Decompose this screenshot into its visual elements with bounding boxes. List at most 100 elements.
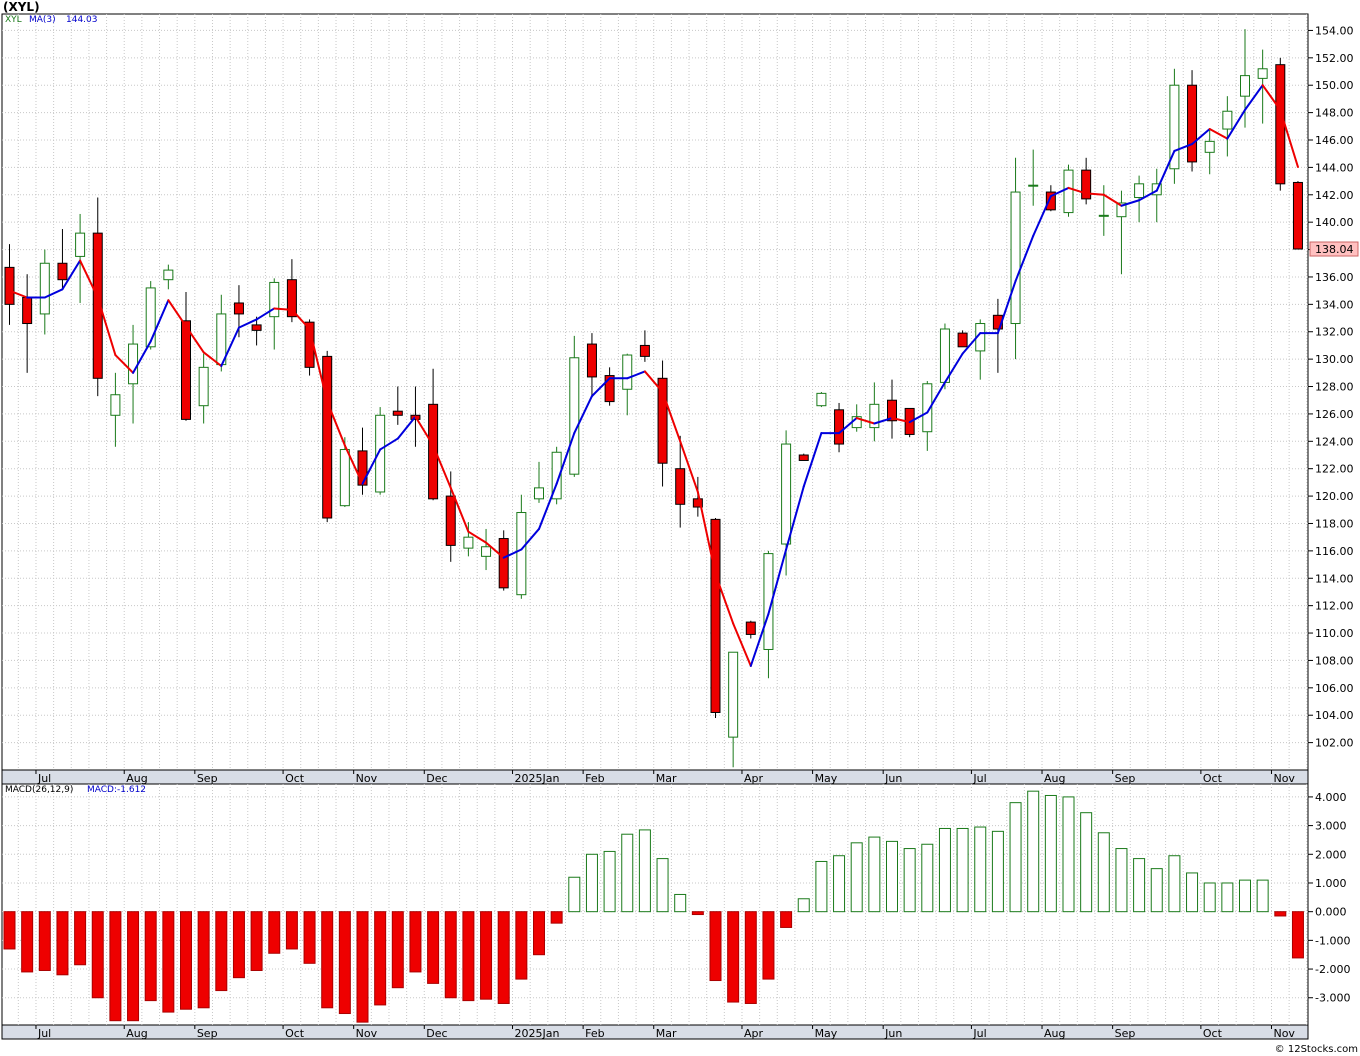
ma-line-segment (1155, 149, 1176, 192)
macd-x-tick-label: Feb (585, 1027, 604, 1040)
macd-bar (480, 911, 493, 1000)
price-x-tick-label: Jul (972, 772, 986, 785)
ma-line-segment (1102, 193, 1123, 207)
macd-bar (515, 911, 528, 980)
candle-body (1028, 184, 1039, 187)
macd-bar (285, 911, 298, 950)
candle-body (286, 279, 297, 318)
macd-bar (1239, 879, 1251, 913)
macd-bar (1044, 794, 1057, 913)
macd-bar (1115, 848, 1128, 913)
candle-body (92, 232, 103, 379)
candle-body (233, 302, 244, 315)
candle-body (781, 443, 792, 545)
candle-body (22, 297, 33, 325)
price-y-tick-label: 142.00 (1315, 189, 1354, 202)
macd-bar (497, 911, 510, 1004)
ma-line-segment (308, 328, 329, 403)
ma-line-segment (467, 530, 488, 544)
ma-line-segment (273, 307, 293, 311)
macd-bar (974, 826, 987, 913)
macd-bar (109, 911, 122, 1022)
ma-line-segment (626, 370, 646, 380)
ma-line-segment (1244, 84, 1264, 111)
candle-body (728, 651, 739, 738)
price-x-tick-label: Sep (197, 772, 218, 785)
macd-x-tick-label: Nov (1273, 1027, 1295, 1040)
macd-bar (268, 911, 281, 954)
price-y-tick-label: 154.00 (1315, 24, 1354, 37)
macd-bar (568, 876, 581, 913)
macd-bar (1186, 872, 1199, 913)
macd-x-axis-band (1, 1024, 1309, 1040)
macd-bar (321, 911, 334, 1009)
candle-body (516, 512, 527, 596)
candle-body (75, 232, 86, 257)
candle-body (569, 357, 580, 475)
ma-line-segment (132, 340, 152, 374)
price-y-tick-label: 108.00 (1315, 654, 1354, 667)
price-panel (1, 13, 1309, 771)
macd-bar (727, 911, 740, 1003)
price-y-tick-label: 128.00 (1315, 381, 1354, 394)
price-y-tick-label: 118.00 (1315, 517, 1354, 530)
macd-bar (74, 911, 87, 966)
ma-line-segment (943, 352, 964, 384)
candle-body (1063, 169, 1074, 214)
ma-line-segment (1208, 128, 1229, 140)
chart-title: (XYL) (3, 0, 40, 14)
ma-line-segment (96, 296, 117, 357)
macd-bar (144, 911, 157, 1002)
candle-body (357, 450, 368, 486)
symbol-label: XYL (5, 15, 22, 25)
candle-body (586, 343, 597, 378)
macd-bar (868, 836, 881, 913)
ma-line-segment (449, 486, 470, 533)
macd-bar (533, 911, 545, 956)
candle-body (428, 403, 439, 500)
macd-bar (444, 911, 457, 999)
macd-x-tick-label: May (815, 1027, 838, 1040)
price-x-tick-label: Aug (126, 772, 147, 785)
candle-body (1045, 191, 1056, 211)
macd-bar (656, 858, 669, 913)
macd-x-tick-label: Aug (126, 1027, 147, 1040)
ma-value: 144.03 (66, 15, 98, 25)
macd-bar (409, 911, 422, 973)
candle-body (463, 536, 474, 549)
candle-body (710, 518, 721, 713)
ma-line-segment (185, 325, 205, 354)
macd-bar (56, 911, 69, 976)
price-y-tick-label: 136.00 (1315, 271, 1354, 284)
candle-body (692, 498, 703, 508)
macd-bar (338, 911, 351, 1015)
macd-bar (1080, 812, 1093, 913)
price-y-tick-label: 140.00 (1315, 216, 1354, 229)
ma-line-segment (290, 308, 311, 330)
price-y-tick-label: 106.00 (1315, 682, 1354, 695)
ma-line-segment (643, 370, 664, 393)
macd-x-tick-label: Jun (884, 1027, 902, 1040)
candle-body (1098, 214, 1109, 217)
macd-x-tick-label: Aug (1044, 1027, 1065, 1040)
candle-body (1292, 181, 1303, 250)
ma-line-segment (767, 548, 788, 615)
macd-bar (250, 911, 263, 971)
price-y-tick-label: 132.00 (1315, 326, 1354, 339)
ma-line-segment (220, 326, 240, 367)
ma-line-segment (926, 381, 946, 414)
candle-body (957, 332, 968, 348)
price-y-tick-label: 122.00 (1315, 463, 1354, 476)
ma-label: MA(3) (29, 15, 56, 25)
candle-body (1134, 183, 1145, 199)
candle-body (1257, 68, 1268, 79)
price-x-tick-label: Apr (744, 772, 764, 785)
ma-line-segment (432, 444, 452, 489)
macd-x-tick-label: Sep (1115, 1027, 1136, 1040)
macd-x-tick-label: Oct (1203, 1027, 1223, 1040)
price-x-tick-label: Oct (1203, 772, 1223, 785)
candle-body (392, 410, 403, 416)
macd-y-tick-label: 4.000 (1315, 791, 1347, 804)
ma-line-segment (485, 541, 505, 559)
price-x-tick-label: 2025Jan (515, 772, 560, 785)
